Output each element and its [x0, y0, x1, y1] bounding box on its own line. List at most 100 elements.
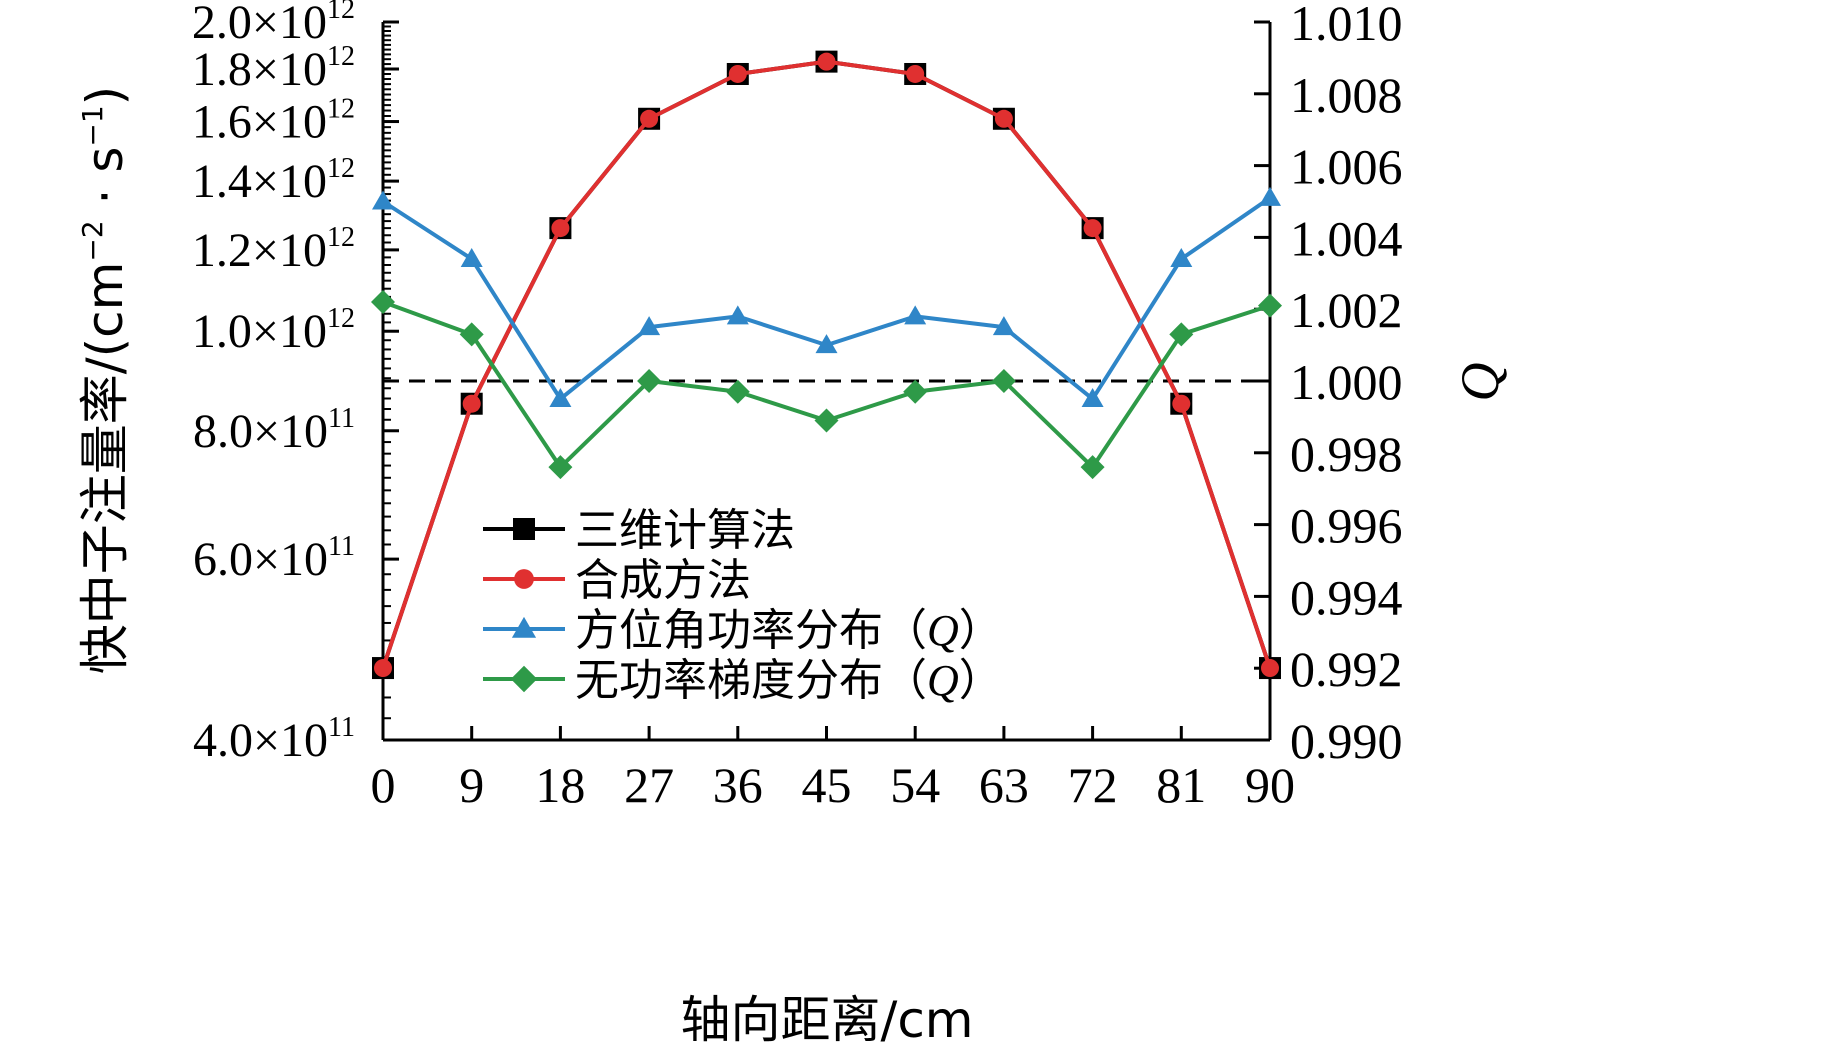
data-point: [549, 387, 572, 407]
data-point: [1172, 394, 1191, 413]
y-left-tick-exponent: 11: [328, 403, 355, 434]
legend-swatch-marker: [513, 518, 535, 540]
data-point: [726, 305, 749, 325]
legend-label-text: 合成方法: [575, 555, 751, 606]
y-right-tick-label: 1.004: [1290, 210, 1403, 266]
y-left-tick-mantissa: 2.0×10: [192, 0, 327, 49]
data-point: [638, 316, 661, 336]
series-2: [372, 186, 1281, 407]
legend-label-close: ）: [959, 655, 1003, 706]
y-left-tick-label: 1.0×1012: [192, 303, 355, 358]
y-left-axis-title: 快中子注量率/(cm−2 · s−1): [76, 86, 134, 674]
x-tick-label: 90: [1245, 757, 1295, 813]
y-left-title-sup2: −1: [76, 105, 109, 146]
y-left-tick-mantissa: 1.2×10: [192, 224, 327, 277]
x-tick-label: 54: [890, 757, 940, 813]
x-axis-ticks: 0 9 18 27 36 45 54 63 72 81 90: [371, 726, 1295, 813]
y-right-tick-label: 1.008: [1290, 67, 1403, 123]
y-left-title-mid: · s: [76, 147, 134, 221]
legend-item: 三维计算法: [483, 505, 795, 556]
y-left-tick-mantissa: 4.0×10: [193, 714, 328, 767]
y-left-tick-exponent: 11: [328, 531, 355, 562]
y-left-tick-mantissa: 6.0×10: [193, 533, 328, 586]
x-tick-label: 36: [713, 757, 763, 813]
data-point: [817, 52, 836, 71]
legend-label-q: Q: [927, 656, 959, 705]
legend-label-text: 三维计算法: [575, 505, 795, 556]
y-left-tick-exponent: 12: [327, 303, 355, 334]
y-left-tick-label: 1.8×1012: [192, 41, 355, 96]
data-point: [640, 109, 659, 128]
data-point: [1261, 659, 1279, 678]
legend-label: 无功率梯度分布（Q）: [575, 655, 1003, 706]
data-point: [1258, 293, 1282, 318]
legend-item: 无功率梯度分布（Q）: [483, 655, 1003, 706]
y-right-axis-ticks: 0.990 0.992 0.994 0.996 0.998 1.000 1.002 1.004…: [1254, 0, 1403, 769]
y-left-tick-exponent: 12: [327, 41, 355, 72]
y-right-tick-label: 0.992: [1290, 641, 1403, 697]
y-left-tick-mantissa: 1.4×10: [192, 155, 327, 208]
y-right-tick-label: 0.994: [1290, 569, 1403, 625]
legend-label: 合成方法: [575, 555, 751, 606]
legend-swatch-marker: [514, 569, 534, 589]
series-line: [381, 196, 1272, 401]
y-left-tick-mantissa: 8.0×10: [193, 405, 328, 458]
x-tick-label: 45: [802, 757, 852, 813]
y-right-tick-label: 1.010: [1290, 0, 1403, 51]
y-right-tick-label: 1.000: [1290, 354, 1403, 410]
data-point: [372, 190, 394, 210]
data-point: [1169, 322, 1194, 347]
data-point: [903, 379, 928, 404]
legend-label-text: 无功率梯度分布（: [575, 655, 927, 706]
legend-label-close: ）: [959, 605, 1003, 656]
data-point: [374, 659, 392, 678]
legend-label: 方位角功率分布（Q）: [575, 605, 1003, 656]
data-point: [460, 247, 483, 267]
y-left-title-sup1: −2: [76, 220, 109, 261]
y-left-axis-ticks: 4.0×10116.0×10118.0×10111.0×10121.2×1012…: [192, 0, 399, 767]
legend-item: 合成方法: [483, 555, 751, 606]
data-point: [725, 379, 750, 404]
legend-item: 方位角功率分布（Q）: [483, 605, 1003, 656]
y-left-tick-exponent: 12: [327, 94, 355, 125]
x-tick-label: 72: [1068, 757, 1118, 813]
y-left-tick-mantissa: 1.0×10: [192, 305, 327, 358]
data-point: [991, 369, 1016, 393]
y-left-tick-exponent: 12: [327, 222, 355, 253]
data-point: [1170, 247, 1193, 267]
data-point: [728, 64, 747, 83]
y-left-title-main: 快中子注量率/(cm: [76, 262, 134, 675]
series-3: [371, 290, 1282, 480]
y-right-axis-title: Q: [1450, 363, 1510, 402]
data-point: [904, 305, 927, 325]
legend-swatch-marker: [510, 665, 538, 693]
y-left-tick-label: 4.0×1011: [193, 712, 355, 767]
y-left-tick-label: 8.0×1011: [193, 403, 355, 458]
y-left-tick-label: 6.0×1011: [193, 531, 355, 586]
data-point: [459, 322, 484, 347]
data-point: [815, 334, 838, 354]
y-left-tick-label: 1.6×1012: [192, 94, 355, 149]
x-tick-label: 18: [535, 757, 585, 813]
data-point: [814, 408, 839, 433]
y-right-tick-label: 0.996: [1290, 498, 1403, 554]
data-point: [1080, 455, 1105, 480]
y-left-tick-mantissa: 1.8×10: [192, 43, 327, 96]
x-tick-label: 27: [624, 757, 674, 813]
y-right-tick-label: 0.990: [1290, 713, 1403, 769]
y-right-tick-label: 1.002: [1290, 282, 1403, 338]
series-0: [372, 50, 1281, 680]
data-point: [1081, 387, 1104, 407]
data-point: [906, 64, 925, 83]
y-right-tick-label: 1.006: [1290, 139, 1403, 195]
y-left-tick-exponent: 11: [328, 712, 355, 743]
x-tick-label: 63: [979, 757, 1029, 813]
x-tick-label: 0: [371, 757, 396, 813]
legend-label: 三维计算法: [575, 505, 795, 556]
data-point: [551, 219, 570, 238]
y-left-tick-label: 2.0×1012: [192, 0, 355, 49]
legend-label-q: Q: [927, 606, 959, 655]
data-point: [548, 455, 573, 480]
x-tick-label: 9: [459, 757, 484, 813]
